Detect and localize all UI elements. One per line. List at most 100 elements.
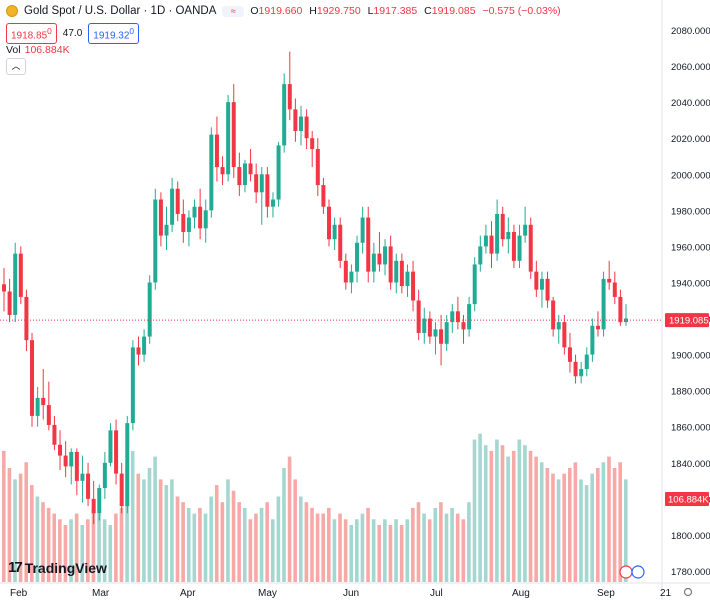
- candle-body[interactable]: [175, 188, 180, 214]
- candle-body[interactable]: [444, 322, 449, 344]
- candle-body[interactable]: [142, 336, 147, 355]
- buy-price-button[interactable]: 1919.320: [88, 23, 140, 45]
- candle-body[interactable]: [310, 138, 315, 150]
- settings-gear-icon[interactable]: [683, 587, 693, 597]
- candle-body[interactable]: [91, 498, 96, 514]
- candle-body[interactable]: [254, 174, 259, 193]
- candle-body[interactable]: [450, 311, 455, 323]
- candle-body[interactable]: [231, 102, 236, 168]
- candle-body[interactable]: [567, 347, 572, 362]
- candle-body[interactable]: [321, 185, 326, 207]
- candle-body[interactable]: [46, 405, 51, 425]
- candle-body[interactable]: [573, 361, 578, 377]
- candle-body[interactable]: [562, 322, 567, 348]
- candle-body[interactable]: [7, 291, 12, 315]
- candle-body[interactable]: [551, 300, 556, 330]
- candle-body[interactable]: [388, 246, 393, 283]
- candle-body[interactable]: [427, 318, 432, 337]
- candle-body[interactable]: [259, 174, 264, 193]
- candle-body[interactable]: [58, 444, 63, 456]
- candle-body[interactable]: [265, 174, 270, 207]
- candle-body[interactable]: [164, 224, 169, 236]
- candle-body[interactable]: [315, 149, 320, 186]
- candle-body[interactable]: [371, 253, 376, 272]
- candle-body[interactable]: [556, 322, 561, 330]
- candle-body[interactable]: [584, 354, 589, 370]
- candle-body[interactable]: [500, 213, 505, 240]
- candle-body[interactable]: [478, 246, 483, 265]
- candle-body[interactable]: [158, 199, 163, 236]
- candle-body[interactable]: [360, 217, 365, 243]
- candle-body[interactable]: [102, 462, 107, 489]
- candle-body[interactable]: [607, 278, 612, 283]
- candle-body[interactable]: [349, 271, 354, 283]
- candle-body[interactable]: [119, 473, 124, 507]
- candle-body[interactable]: [18, 253, 23, 297]
- candle-body[interactable]: [35, 397, 40, 416]
- candle-body[interactable]: [534, 271, 539, 290]
- candle-body[interactable]: [41, 397, 46, 406]
- candle-body[interactable]: [86, 473, 91, 499]
- collapse-legend-button[interactable]: ︿: [6, 58, 26, 75]
- candle-body[interactable]: [130, 347, 135, 424]
- candle-body[interactable]: [63, 455, 68, 467]
- candle-body[interactable]: [405, 271, 410, 287]
- candle-body[interactable]: [343, 260, 348, 283]
- candle-body[interactable]: [383, 246, 388, 265]
- candle-body[interactable]: [69, 451, 74, 467]
- sell-price-button[interactable]: 1918.850: [6, 23, 57, 45]
- candle-body[interactable]: [545, 278, 550, 301]
- symbol-title[interactable]: Gold Spot / U.S. Dollar · 1D · OANDA: [24, 5, 217, 17]
- candle-body[interactable]: [108, 430, 113, 463]
- candle-body[interactable]: [304, 116, 309, 139]
- candle-body[interactable]: [579, 369, 584, 377]
- candle-body[interactable]: [332, 224, 337, 240]
- candle-body[interactable]: [52, 424, 57, 445]
- candle-body[interactable]: [416, 300, 421, 333]
- candle-body[interactable]: [198, 206, 203, 229]
- candle-body[interactable]: [511, 231, 516, 261]
- candle-body[interactable]: [483, 235, 488, 247]
- candle-body[interactable]: [411, 271, 416, 301]
- us-flag-event-icon[interactable]: [631, 565, 645, 579]
- candle-body[interactable]: [24, 296, 29, 341]
- candle-body[interactable]: [209, 134, 214, 211]
- candle-body[interactable]: [612, 282, 617, 297]
- candle-body[interactable]: [528, 224, 533, 272]
- candle-body[interactable]: [282, 84, 287, 146]
- candle-body[interactable]: [237, 167, 242, 186]
- candle-body[interactable]: [624, 318, 628, 323]
- candle-body[interactable]: [293, 109, 298, 131]
- candle-body[interactable]: [74, 451, 79, 481]
- candle-body[interactable]: [366, 217, 371, 272]
- candle-body[interactable]: [338, 224, 343, 261]
- candle-body[interactable]: [181, 213, 186, 232]
- candle-body[interactable]: [377, 253, 382, 265]
- candle-body[interactable]: [539, 278, 544, 290]
- candle-body[interactable]: [327, 206, 332, 240]
- candle-body[interactable]: [80, 473, 85, 481]
- candle-body[interactable]: [287, 84, 292, 110]
- candle-body[interactable]: [2, 284, 6, 292]
- candle-body[interactable]: [248, 163, 253, 175]
- dividend-event-icon[interactable]: [619, 565, 633, 579]
- candle-body[interactable]: [276, 145, 281, 200]
- candle-body[interactable]: [590, 325, 595, 355]
- candle-body[interactable]: [618, 296, 623, 323]
- candle-body[interactable]: [114, 430, 119, 474]
- candle-body[interactable]: [203, 210, 208, 229]
- candle-body[interactable]: [242, 163, 247, 186]
- candle-body[interactable]: [455, 311, 460, 323]
- candle-body[interactable]: [125, 423, 130, 507]
- candle-body[interactable]: [472, 264, 477, 305]
- candle-body[interactable]: [170, 188, 175, 225]
- candle-body[interactable]: [153, 199, 158, 283]
- candle-body[interactable]: [192, 206, 197, 218]
- candle-body[interactable]: [136, 347, 141, 355]
- candle-body[interactable]: [422, 318, 427, 333]
- candle-body[interactable]: [355, 242, 360, 272]
- candle-body[interactable]: [495, 213, 500, 254]
- candle-body[interactable]: [226, 102, 231, 175]
- candle-body[interactable]: [506, 231, 511, 240]
